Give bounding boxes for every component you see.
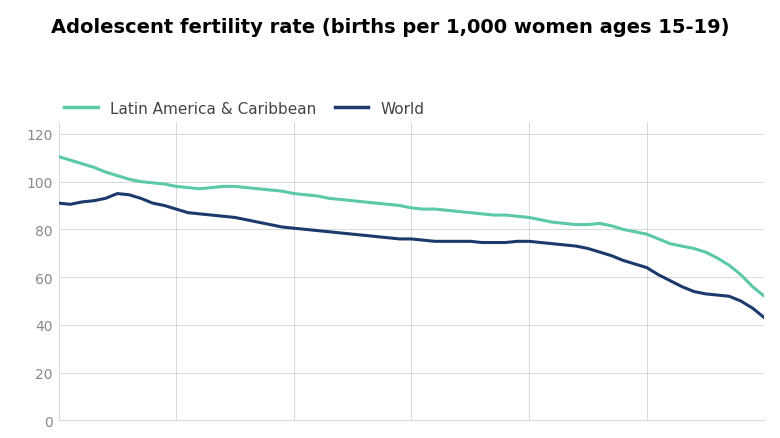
Latin America & Caribbean <box>760 294 769 299</box>
World <box>54 201 63 206</box>
Text: Adolescent fertility rate (births per 1,000 women ages 15-19): Adolescent fertility rate (births per 1,… <box>51 18 729 36</box>
Legend: Latin America & Caribbean, World: Latin America & Caribbean, World <box>58 95 431 122</box>
Latin America & Caribbean <box>301 193 310 198</box>
World <box>677 284 686 290</box>
World <box>760 315 769 321</box>
Line: Latin America & Caribbean: Latin America & Caribbean <box>58 157 764 297</box>
Line: World: World <box>58 194 764 318</box>
World <box>207 213 216 218</box>
World <box>112 191 122 197</box>
Latin America & Caribbean <box>54 155 63 160</box>
World <box>230 215 239 221</box>
Latin America & Caribbean <box>477 212 487 217</box>
Latin America & Caribbean <box>431 207 440 212</box>
World <box>442 239 452 244</box>
Latin America & Caribbean <box>665 241 675 247</box>
World <box>313 229 322 234</box>
Latin America & Caribbean <box>218 184 228 190</box>
World <box>489 240 498 246</box>
Latin America & Caribbean <box>195 187 204 192</box>
